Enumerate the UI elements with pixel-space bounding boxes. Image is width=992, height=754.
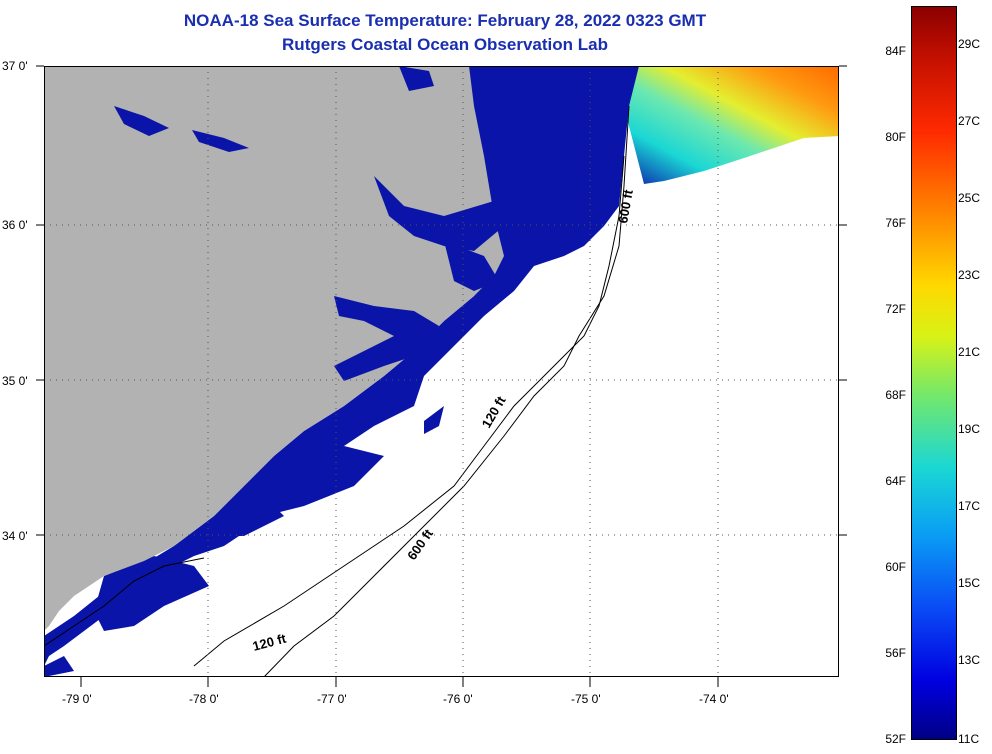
colorbar-f-label: 80F [885, 130, 906, 144]
map-frame [44, 66, 839, 677]
map-subtitle: Rutgers Coastal Ocean Observation Lab [282, 35, 608, 54]
lon-label-76: -76 0' [443, 692, 473, 706]
colorbar-c-label: 21C [958, 345, 981, 359]
cold-water-patch [264, 446, 384, 516]
lon-label-79: -79 0' [62, 692, 92, 706]
lat-label-35: 35 0' [2, 374, 28, 388]
lat-label-37: 37 0' [2, 59, 28, 73]
colorbar-f-label: 84F [885, 44, 906, 58]
river-water [192, 130, 249, 152]
cold-water-patch [214, 496, 284, 536]
contour-600ft [263, 105, 630, 677]
colorbar-f-label: 72F [885, 302, 906, 316]
lon-label-74: -74 0' [699, 692, 729, 706]
colorbar-c-label: 19C [958, 422, 981, 436]
colorbar-f-label: 68F [885, 388, 906, 402]
colorbar-c-label: 11C [958, 732, 980, 746]
contour-label-600ft: 600 ft [615, 188, 636, 225]
river-water [399, 66, 434, 91]
colorbar-c-label: 25C [958, 191, 981, 205]
colorbar-c-label: 23C [958, 268, 981, 282]
lat-label-36: 36 0' [2, 218, 28, 232]
colorbar-f-label: 56F [885, 646, 906, 660]
cold-water-patch [94, 556, 209, 631]
colorbar-c-label: 13C [958, 653, 981, 667]
sound-water [374, 176, 504, 251]
lon-label-75: -75 0' [571, 692, 601, 706]
temperature-colorbar [911, 6, 957, 740]
colorbar-c-label: 17C [958, 499, 981, 513]
graticule [44, 66, 839, 677]
sst-map: 600 ft 120 ft 600 ft 120 ft [44, 66, 839, 677]
cold-water-patch [44, 656, 74, 677]
gulf-stream-water [619, 66, 839, 184]
lon-label-78: -78 0' [189, 692, 219, 706]
sound-water [334, 296, 439, 381]
map-title: NOAA-18 Sea Surface Temperature: Februar… [183, 11, 707, 30]
river-water [114, 106, 169, 136]
colorbar-c-label: 29C [958, 37, 981, 51]
colorbar-f-label: 76F [885, 216, 906, 230]
lat-label-34: 34 0' [2, 529, 28, 543]
colorbar-f-label: 52F [885, 732, 906, 746]
colorbar-c-label: 27C [958, 114, 981, 128]
sound-water [444, 241, 499, 291]
coastline [44, 557, 205, 647]
colorbar-f-label: 60F [885, 560, 906, 574]
colorbar-f-label: 64F [885, 474, 906, 488]
colorbar-c-label: 15C [958, 576, 981, 590]
contour-120ft [193, 155, 625, 667]
lon-label-77: -77 0' [317, 692, 347, 706]
cold-water-patch [424, 406, 444, 434]
